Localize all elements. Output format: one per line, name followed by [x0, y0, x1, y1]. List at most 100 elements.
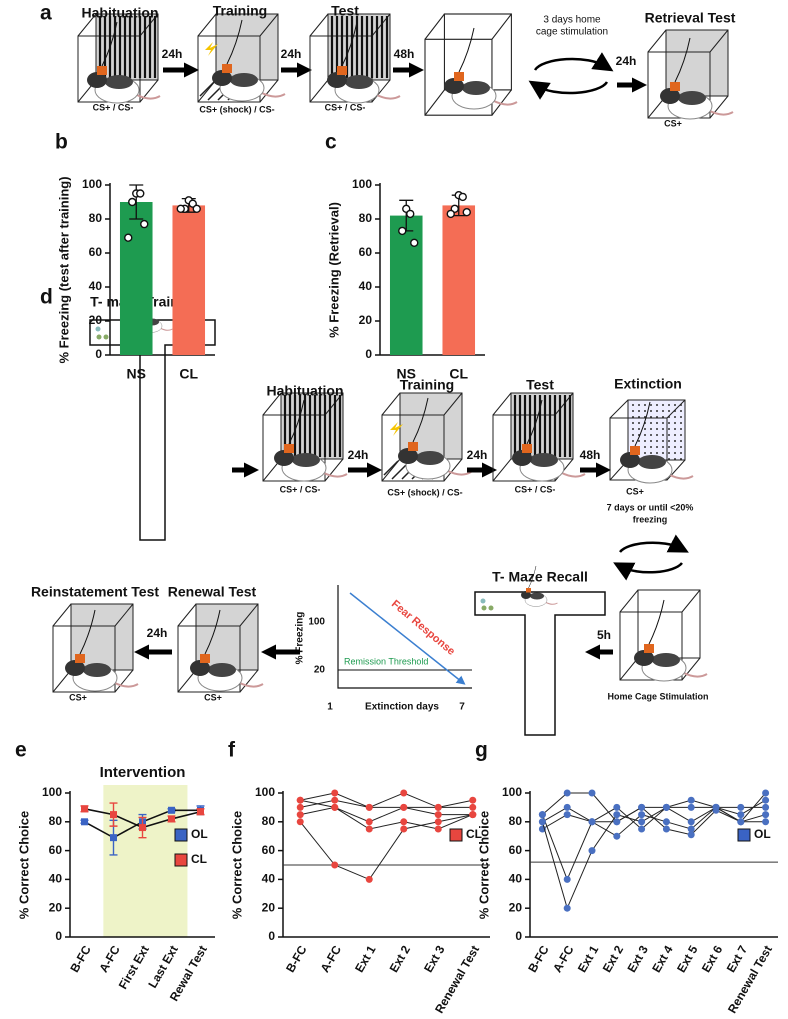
data-point — [469, 796, 477, 804]
data-point — [365, 818, 373, 826]
interval: 48h — [580, 448, 601, 462]
reward — [480, 598, 486, 604]
y-tick-label: 20 — [509, 900, 523, 914]
data-point — [331, 803, 339, 811]
y-axis-label: % Correct Choice — [476, 811, 491, 919]
data-point — [563, 875, 571, 883]
stage-title: Test — [331, 3, 359, 19]
y-tick-label: 100 — [42, 785, 62, 799]
data-point — [434, 811, 442, 819]
data-point — [128, 197, 137, 207]
y-tick-label: 20 — [262, 900, 276, 914]
legend-swatch — [449, 828, 463, 842]
data-point — [687, 825, 695, 833]
data-point — [400, 803, 408, 811]
x-tick-label: B-FC — [283, 943, 310, 975]
bar — [389, 215, 423, 355]
data-point — [638, 803, 646, 811]
y-tick-label: 0 — [515, 929, 522, 943]
data-point — [563, 789, 571, 797]
data-point — [538, 811, 546, 819]
inset-tick: 7 — [459, 702, 465, 713]
inset-axes — [337, 585, 472, 689]
y-tick-label: 100 — [352, 177, 372, 191]
inset-tick: 1 — [327, 702, 333, 713]
data-point — [434, 825, 442, 833]
y-tick-label: 0 — [365, 347, 372, 361]
annotation: Intervention — [100, 764, 186, 781]
legend-swatch — [737, 828, 751, 842]
note: cage stimulation — [536, 27, 608, 38]
y-tick-label: 60 — [509, 843, 523, 857]
x-tick-label: Ext 3 — [624, 943, 651, 975]
stage-title: Retrieval Test — [645, 10, 736, 26]
data-point — [737, 803, 745, 811]
stage-cue: CS+ — [204, 692, 222, 702]
data-point — [563, 811, 571, 819]
legend-label: CL — [191, 852, 207, 866]
shock-icon — [390, 422, 403, 436]
threshold-label: Remission Threshold — [344, 656, 428, 666]
y-tick-label: 40 — [49, 872, 63, 886]
t-maze — [89, 319, 216, 541]
x-tick-label: A-FC — [96, 943, 123, 975]
inset-tick: 100 — [308, 617, 325, 628]
y-tick-label: 80 — [89, 211, 103, 225]
panel-label: g — [475, 739, 488, 762]
note: Home Cage Stimulation — [607, 691, 708, 701]
stage-title: Habituation — [267, 383, 344, 399]
data-point — [762, 818, 770, 826]
y-tick-label: 60 — [49, 843, 63, 857]
shock-icon — [205, 42, 218, 56]
series-line — [300, 799, 473, 808]
panel-label: a — [40, 2, 52, 25]
trend-line — [349, 592, 466, 685]
legend-swatch — [174, 828, 188, 842]
y-tick-label: 40 — [89, 279, 103, 293]
data-point — [446, 209, 455, 219]
data-point — [662, 818, 670, 826]
data-point — [687, 803, 695, 811]
x-tick-label: Ext 4 — [649, 943, 676, 975]
stage-title: Renewal Test — [168, 584, 257, 600]
data-point — [434, 818, 442, 826]
y-tick-label: 0 — [268, 929, 275, 943]
y-axis-label: % Correct Choice — [16, 811, 31, 919]
series-line — [300, 799, 473, 830]
y-axis-label: % Correct Choice — [229, 811, 244, 919]
data-point — [462, 207, 471, 217]
y-axis-label: % Freezing (Retrieval) — [326, 202, 341, 338]
reward — [95, 326, 101, 332]
panel-label: e — [15, 739, 27, 762]
y-tick-label: 60 — [359, 245, 373, 259]
data-point — [168, 806, 175, 814]
data-point — [168, 815, 175, 823]
x-tick-label: Ext 1 — [352, 943, 379, 975]
y-tick-label: 80 — [509, 814, 523, 828]
series-line — [541, 806, 766, 910]
x-tick-label: Ext 3 — [421, 943, 448, 975]
trend-label: Fear Response — [389, 598, 457, 658]
data-point — [563, 803, 571, 811]
interval: 24h — [616, 54, 637, 68]
inset-x-label: Extinction days — [365, 702, 439, 713]
y-tick-label: 20 — [49, 900, 63, 914]
data-point — [296, 811, 304, 819]
interval: 24h — [147, 626, 168, 640]
bar — [172, 205, 206, 355]
data-point — [737, 818, 745, 826]
stage-title: Test — [526, 377, 554, 393]
interval: 24h — [348, 448, 369, 462]
data-point — [296, 796, 304, 804]
note: 3 days home — [543, 15, 601, 26]
x-tick-label: NS — [397, 366, 416, 382]
data-point — [434, 803, 442, 811]
note: 7 days or until <20% — [607, 502, 694, 512]
series-line — [300, 806, 473, 823]
data-point — [139, 824, 146, 832]
y-tick-label: 20 — [89, 313, 103, 327]
data-point — [400, 818, 408, 826]
bar — [119, 202, 153, 355]
stage-title: T- Maze Recall — [492, 569, 588, 585]
data-point — [140, 219, 149, 229]
